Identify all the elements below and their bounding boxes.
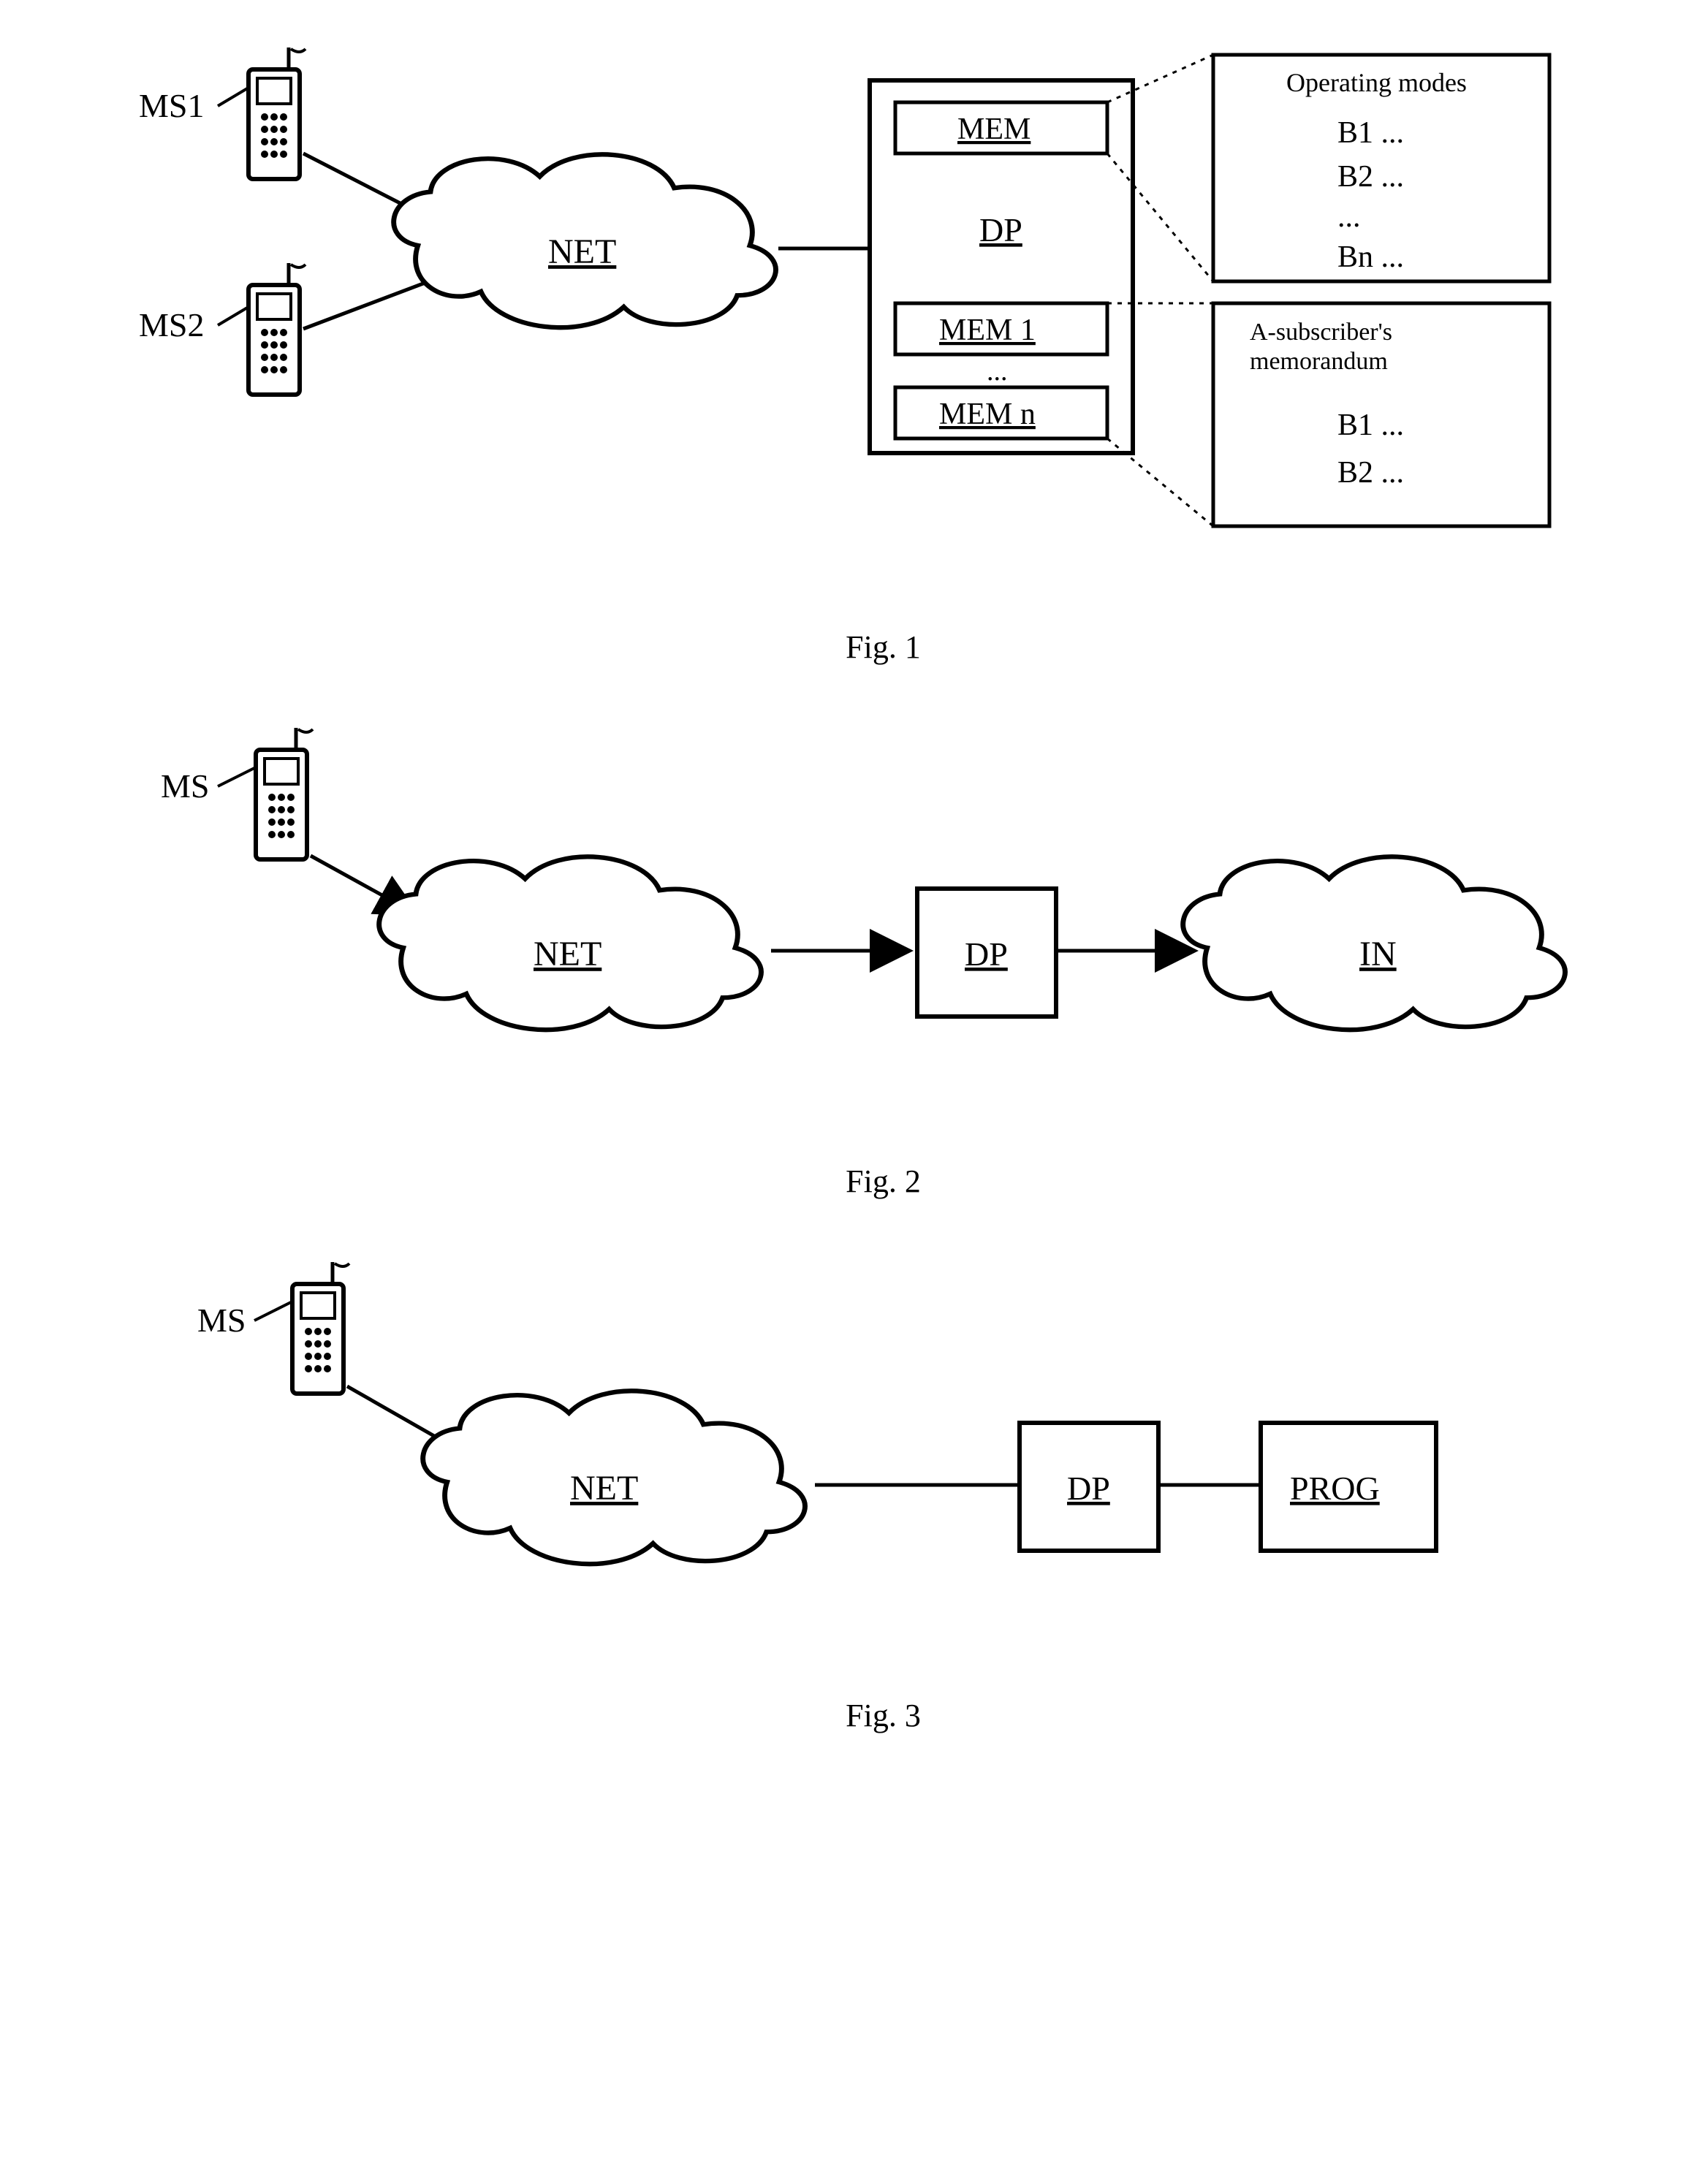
op-bn: Bn ...: [1337, 240, 1404, 274]
ms-leader-fig3: [254, 1302, 291, 1321]
dp-label: DP: [979, 211, 1022, 248]
ms-leader-fig2: [218, 768, 254, 786]
fig3-svg: MS NET DP PROG: [29, 1258, 1708, 1668]
figure-3: MS NET DP PROG Fig. 3: [29, 1258, 1708, 1734]
figure-2: MS NET DP IN Fig. 2: [29, 724, 1708, 1200]
mem1-label: MEM 1: [939, 314, 1036, 347]
op-title: Operating modes: [1286, 68, 1467, 97]
phone-icon-ms1: [248, 48, 305, 179]
prog-label: PROG: [1290, 1470, 1380, 1507]
net-label: NET: [548, 232, 616, 271]
memo-title-1: A-subscriber's: [1250, 319, 1392, 346]
memo-title-2: memorandum: [1250, 348, 1388, 375]
op-b1: B1 ...: [1337, 116, 1404, 150]
in-label: IN: [1359, 935, 1397, 973]
fig1-caption: Fig. 1: [29, 628, 1708, 666]
memo-b1: B1 ...: [1337, 409, 1404, 442]
mem-label: MEM: [957, 113, 1031, 146]
ms1-leader-line: [218, 88, 248, 106]
dp-label-fig3: DP: [1067, 1470, 1110, 1507]
op-b2: B2 ...: [1337, 160, 1404, 194]
phone-icon-ms2: [248, 263, 305, 395]
net-label-fig2: NET: [534, 935, 601, 973]
dp-label-fig2: DP: [965, 935, 1008, 973]
phone-icon-ms-fig3: [292, 1262, 349, 1394]
memn-label: MEM n: [939, 398, 1036, 431]
phone-icon-ms-fig2: [256, 728, 313, 859]
memo-b2: B2 ...: [1337, 456, 1404, 490]
link-ms2-net: [303, 278, 439, 329]
ms2-label: MS2: [139, 306, 204, 343]
fig3-caption: Fig. 3: [29, 1697, 1708, 1734]
dotted-leader-bot-2: [1107, 438, 1213, 526]
ms-label-fig2: MS: [161, 767, 209, 805]
ms2-leader-line: [218, 307, 248, 325]
net-label-fig3: NET: [570, 1469, 638, 1508]
fig1-svg: MS1 MS2 NET MEM DP MEM 1 ... MEM n Opera…: [29, 29, 1708, 599]
mem-dots: ...: [987, 356, 1008, 387]
figure-1: MS1 MS2 NET MEM DP MEM 1 ... MEM n Opera…: [29, 29, 1708, 666]
op-dots: ...: [1337, 200, 1361, 234]
ms1-label: MS1: [139, 87, 204, 124]
fig2-caption: Fig. 2: [29, 1163, 1708, 1200]
ms-label-fig3: MS: [197, 1302, 246, 1339]
fig2-svg: MS NET DP IN: [29, 724, 1708, 1133]
